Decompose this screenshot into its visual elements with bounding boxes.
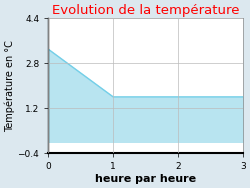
- Title: Evolution de la température: Evolution de la température: [52, 4, 239, 17]
- X-axis label: heure par heure: heure par heure: [95, 174, 196, 184]
- Y-axis label: Température en °C: Température en °C: [4, 40, 15, 132]
